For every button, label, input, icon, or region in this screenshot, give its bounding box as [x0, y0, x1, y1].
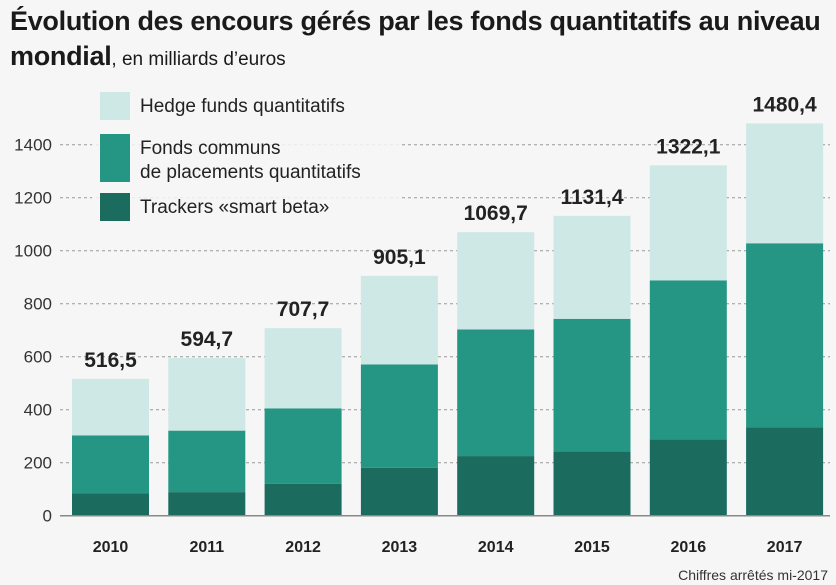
x-tick-label: 2011	[189, 539, 224, 556]
source-note: Chiffres arrêtés mi-2017	[678, 567, 828, 583]
bar-segment	[72, 493, 149, 516]
bar-segment	[746, 427, 824, 516]
legend-label: Hedge funds quantitatifs	[140, 96, 345, 117]
legend-label: de placements quantitatifs	[140, 162, 361, 183]
bar-segment	[360, 467, 438, 516]
y-tick-label: 1000	[14, 242, 52, 261]
total-label: 1069,7	[464, 202, 528, 225]
y-tick-label: 200	[24, 454, 52, 473]
legend-label: Trackers «smart beta»	[140, 197, 329, 218]
y-tick-label: 1200	[14, 189, 52, 208]
bar-segment	[649, 280, 727, 440]
y-tick-label: 800	[24, 295, 52, 314]
legend-swatch	[100, 134, 130, 182]
bar-segment	[457, 456, 535, 516]
chart-subtitle: , en milliards d’euros	[111, 49, 286, 70]
bar-segment	[264, 408, 342, 484]
total-label: 1480,4	[752, 93, 817, 116]
bar-segment	[168, 358, 246, 431]
y-tick-label: 400	[24, 401, 52, 420]
total-label: 1322,1	[656, 135, 721, 158]
bar-segment	[72, 435, 149, 494]
bar-segment	[746, 243, 824, 428]
x-tick-label: 2016	[671, 539, 707, 556]
x-tick-label: 2017	[767, 539, 803, 556]
legend-swatch	[100, 193, 130, 221]
y-tick-label: 0	[43, 507, 52, 526]
total-label: 905,1	[373, 246, 426, 269]
bar-segment	[746, 123, 824, 244]
total-label: 1131,4	[560, 186, 623, 209]
total-label: 707,7	[277, 298, 330, 321]
bar-segment	[72, 378, 149, 436]
legend-label: Fonds communs	[140, 138, 280, 159]
x-tick-label: 2013	[382, 539, 418, 556]
bar-segment	[553, 318, 631, 452]
bar-segment	[264, 328, 342, 409]
y-tick-label: 600	[24, 348, 52, 367]
bar-segment	[457, 232, 535, 330]
bar-segment	[168, 492, 246, 516]
total-label: 516,5	[84, 349, 137, 372]
bar-segment	[649, 165, 727, 281]
bar-segment	[264, 483, 342, 516]
bar-segment	[360, 364, 438, 468]
legend-background	[92, 88, 402, 226]
chart-title: Évolution des encours gérés par les fond…	[10, 4, 836, 77]
x-tick-label: 2015	[574, 539, 610, 556]
legend-swatch	[100, 92, 130, 120]
bar-segment	[360, 275, 438, 365]
x-tick-label: 2014	[478, 539, 514, 556]
x-tick-label: 2012	[285, 539, 321, 556]
bar-segment	[553, 451, 631, 516]
y-tick-label: 1400	[14, 136, 52, 155]
x-tick-label: 2010	[93, 539, 129, 556]
chart-title-text: Évolution des encours gérés par les fond…	[10, 6, 821, 71]
bar-segment	[649, 439, 727, 516]
total-label: 594,7	[181, 328, 234, 351]
bar-segment	[553, 215, 631, 319]
bar-segment	[168, 430, 246, 493]
bar-segment	[457, 329, 535, 457]
